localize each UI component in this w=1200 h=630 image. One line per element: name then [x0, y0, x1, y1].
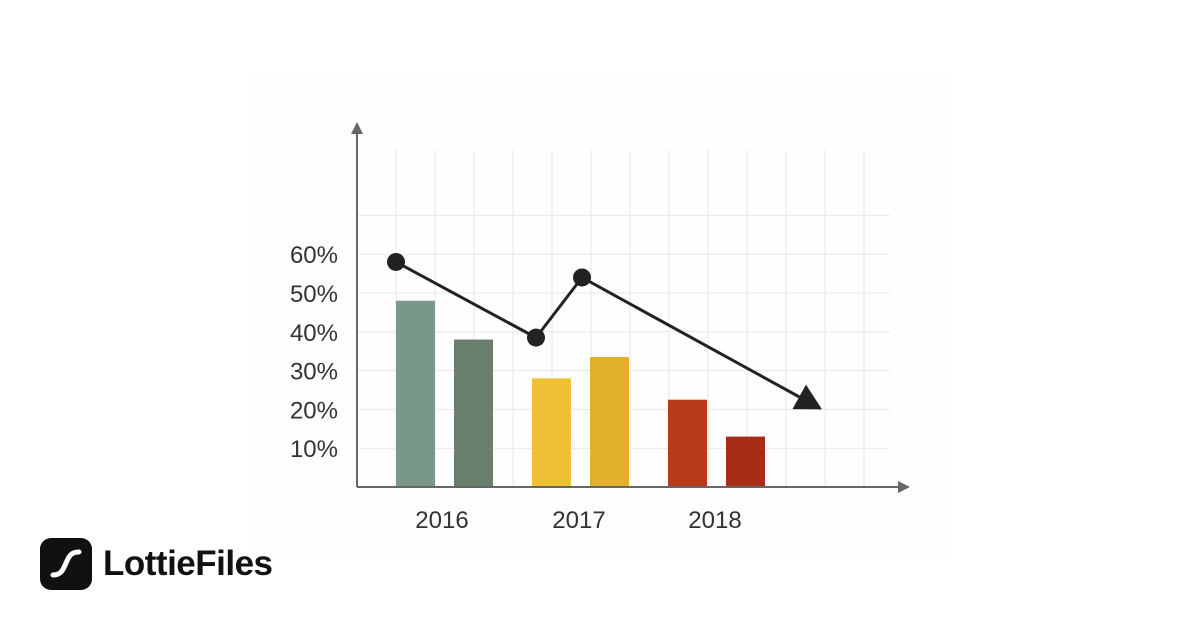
- bar: [668, 399, 707, 487]
- y-tick-label: 50%: [290, 281, 338, 308]
- trend-arrowhead: [792, 384, 822, 410]
- x-axis-arrow: [898, 481, 910, 493]
- y-tick-label: 30%: [290, 359, 338, 386]
- logo-wordmark: LottieFiles: [103, 544, 273, 583]
- bar: [396, 300, 435, 487]
- y-tick-label: 10%: [290, 436, 338, 463]
- y-tick-label: 60%: [290, 242, 338, 269]
- trend-point: [387, 252, 405, 271]
- bar: [726, 436, 765, 487]
- lottiefiles-logo-icon: [40, 538, 92, 590]
- trend-point: [573, 268, 591, 287]
- y-tick-label: 40%: [290, 320, 338, 347]
- trend-line: [395, 260, 800, 399]
- x-category-label: 2016: [415, 507, 468, 534]
- bar: [590, 357, 629, 487]
- y-axis-arrow: [351, 122, 363, 134]
- bar: [454, 339, 493, 487]
- trend-bar-chart: 10% 20% 30% 40% 50% 60% 2016 2017 2018: [290, 122, 910, 534]
- chart-card: 10% 20% 30% 40% 50% 60% 2016 2017 2018: [250, 72, 950, 560]
- x-category-label: 2017: [552, 507, 605, 534]
- x-category-label: 2018: [688, 507, 741, 534]
- bar: [532, 378, 571, 487]
- trend-point: [527, 328, 545, 347]
- y-tick-label: 20%: [290, 397, 338, 424]
- lottiefiles-logo[interactable]: LottieFiles: [40, 538, 273, 590]
